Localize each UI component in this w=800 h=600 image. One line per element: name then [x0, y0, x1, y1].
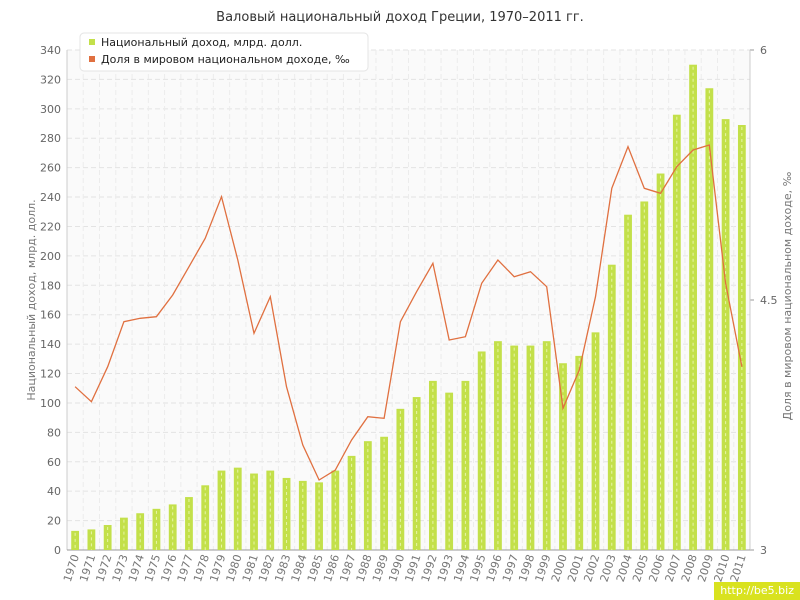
y-axis-title: Национальный доход, млрд. долл.: [25, 199, 38, 400]
y-tick-label: 140: [40, 338, 61, 351]
y-tick-label: 160: [40, 309, 61, 322]
watermark-link[interactable]: http://be5.biz: [714, 582, 800, 600]
bar: [591, 332, 600, 550]
bar: [103, 525, 112, 550]
y-tick-label: 80: [47, 426, 61, 439]
y-tick-label: 280: [40, 132, 61, 145]
bar: [721, 119, 730, 550]
legend-box: [79, 32, 369, 72]
bar: [526, 345, 535, 550]
bar: [640, 201, 649, 550]
y-tick-label: 20: [47, 515, 61, 528]
bar: [363, 441, 372, 550]
y-tick-label: 60: [47, 456, 61, 469]
bar: [672, 114, 681, 551]
bar: [347, 455, 356, 550]
bar: [445, 392, 454, 550]
share-line: [74, 144, 743, 481]
bar: [136, 513, 145, 550]
y-tick-label: 220: [40, 220, 61, 233]
y-tick-label: 260: [40, 162, 61, 175]
y-tick-label: 0: [54, 544, 61, 557]
y-tick-label: 320: [40, 73, 61, 86]
y-tick-label: 180: [40, 279, 61, 292]
legend-swatch-line: [89, 56, 95, 62]
legend-label-bars: Национальный доход, млрд. долл.: [101, 36, 302, 49]
bar: [575, 355, 584, 550]
y2-tick-label: 3: [760, 544, 767, 557]
y-tick-label: 200: [40, 250, 61, 263]
legend-label-line: Доля в мировом национальном доходе, ‰: [101, 53, 350, 66]
y2-axis-title: Доля в мировом национальном доходе, ‰: [781, 171, 794, 420]
y2-tick-label: 6: [760, 44, 767, 57]
y-tick-label: 100: [40, 397, 61, 410]
bar: [282, 477, 291, 550]
bar: [461, 380, 470, 550]
y-tick-label: 300: [40, 103, 61, 116]
y2-tick-label: 4.5: [760, 294, 778, 307]
y-tick-label: 120: [40, 368, 61, 381]
bar: [233, 467, 242, 550]
y-tick-label: 340: [40, 44, 61, 57]
y-tick-label: 40: [47, 485, 61, 498]
bar: [510, 345, 519, 550]
bar: [624, 214, 632, 551]
chart-title: Валовый национальный доход Греции, 1970–…: [216, 10, 584, 25]
y-tick-label: 240: [40, 191, 61, 204]
legend-swatch-bars: [89, 39, 95, 45]
bar: [428, 380, 437, 550]
